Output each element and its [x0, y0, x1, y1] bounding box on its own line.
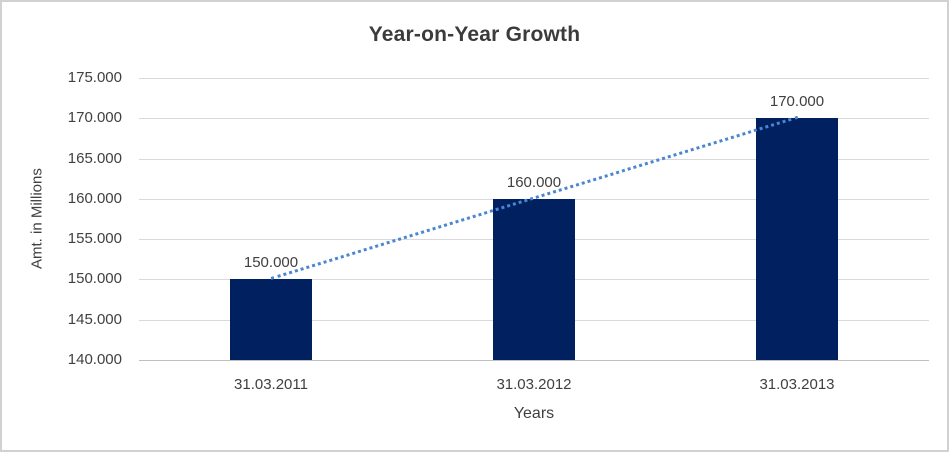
- bar-value-label: 150.000: [243, 254, 299, 271]
- x-tick-label: 31.03.2012: [496, 376, 572, 393]
- bar-value-label: 170.000: [769, 93, 825, 110]
- y-tick-label: 145.000: [67, 311, 122, 328]
- y-tick-label: 160.000: [67, 190, 122, 207]
- bar: [230, 279, 312, 360]
- plot-area: 150.000 31.03.2011 160.000 31.03.2012 170.00…: [139, 78, 929, 393]
- gridline: [139, 118, 929, 119]
- y-tick-label: 175.000: [67, 69, 122, 86]
- chart-title: Year-on-Year Growth: [368, 23, 581, 46]
- y-tick-label: 150.000: [67, 270, 122, 287]
- x-axis-title: Years: [513, 405, 555, 422]
- y-tick-label: 165.000: [67, 150, 122, 167]
- y-tick-label: 170.000: [67, 109, 122, 126]
- x-tick-label: 31.03.2011: [234, 376, 308, 393]
- bar-value-label: 160.000: [506, 174, 562, 191]
- gridline: [139, 159, 929, 160]
- bar: [493, 199, 575, 360]
- bar: [756, 118, 838, 360]
- y-tick-label: 140.000: [67, 351, 122, 368]
- x-axis-line: [139, 360, 929, 361]
- gridline: [139, 78, 929, 79]
- y-tick-label: 155.000: [67, 230, 122, 247]
- x-tick-label: 31.03.2013: [759, 376, 835, 393]
